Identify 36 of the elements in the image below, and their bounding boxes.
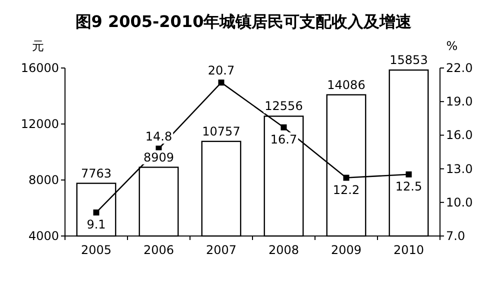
x-tick-label: 2009 bbox=[330, 243, 362, 257]
data-label: 12556 bbox=[264, 99, 303, 114]
y-axis-title: 元 bbox=[32, 39, 44, 53]
data-label: 10757 bbox=[202, 124, 240, 138]
data-label: 15853 bbox=[390, 53, 428, 68]
point bbox=[343, 174, 350, 181]
data-label: 7763 bbox=[80, 166, 112, 180]
y2-tick-label: 13.0 bbox=[446, 162, 473, 176]
y2-tick-label: 22.0 bbox=[446, 61, 473, 75]
data-label: 12.5 bbox=[395, 179, 422, 194]
x-tick-label: 2008 bbox=[268, 243, 300, 257]
y-tick-label: 12000 bbox=[20, 117, 59, 131]
point bbox=[218, 80, 224, 86]
data-label: 20.7 bbox=[208, 64, 235, 78]
data-label: 14.8 bbox=[145, 130, 172, 144]
y2-tick-label: 19.0 bbox=[446, 94, 473, 109]
x-tick-label: 2006 bbox=[143, 243, 174, 257]
point bbox=[406, 171, 412, 178]
data-label: 14086 bbox=[327, 78, 366, 92]
x-tick-label: 2007 bbox=[206, 243, 237, 257]
point bbox=[280, 124, 287, 130]
y2-tick-label: 7.0 bbox=[446, 229, 466, 243]
y2-tick-label: 10.0 bbox=[446, 195, 473, 210]
x-tick-label: 2005 bbox=[80, 243, 112, 257]
y2-axis-title: % bbox=[446, 39, 458, 53]
x-tick-label: 2010 bbox=[393, 243, 424, 257]
point bbox=[93, 209, 100, 216]
data-label: 8909 bbox=[143, 150, 174, 164]
data-label: 12.2 bbox=[332, 182, 360, 197]
y2-tick-label: 16.0 bbox=[446, 128, 473, 142]
y-tick-label: 4000 bbox=[28, 229, 59, 243]
y-tick-label: 16000 bbox=[20, 61, 59, 75]
data-label: 9.1 bbox=[86, 217, 106, 232]
data-label: 16.7 bbox=[270, 132, 298, 146]
chart-title: 图9 2005-2010年城镇居民可支配收入及增速 bbox=[75, 12, 413, 31]
y-tick-label: 8000 bbox=[28, 173, 59, 187]
